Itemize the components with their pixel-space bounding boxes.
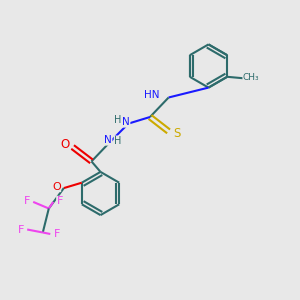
Text: S: S xyxy=(173,127,181,140)
Text: F: F xyxy=(23,196,30,206)
Text: N: N xyxy=(104,135,112,145)
Text: F: F xyxy=(17,224,24,235)
Text: N: N xyxy=(122,117,130,127)
Text: F: F xyxy=(57,196,63,206)
Text: O: O xyxy=(52,182,61,192)
Text: O: O xyxy=(61,138,70,151)
Text: H: H xyxy=(114,115,122,125)
Text: F: F xyxy=(54,229,60,239)
Text: HN: HN xyxy=(144,89,160,100)
Text: CH₃: CH₃ xyxy=(243,73,260,82)
Text: H: H xyxy=(114,136,122,146)
